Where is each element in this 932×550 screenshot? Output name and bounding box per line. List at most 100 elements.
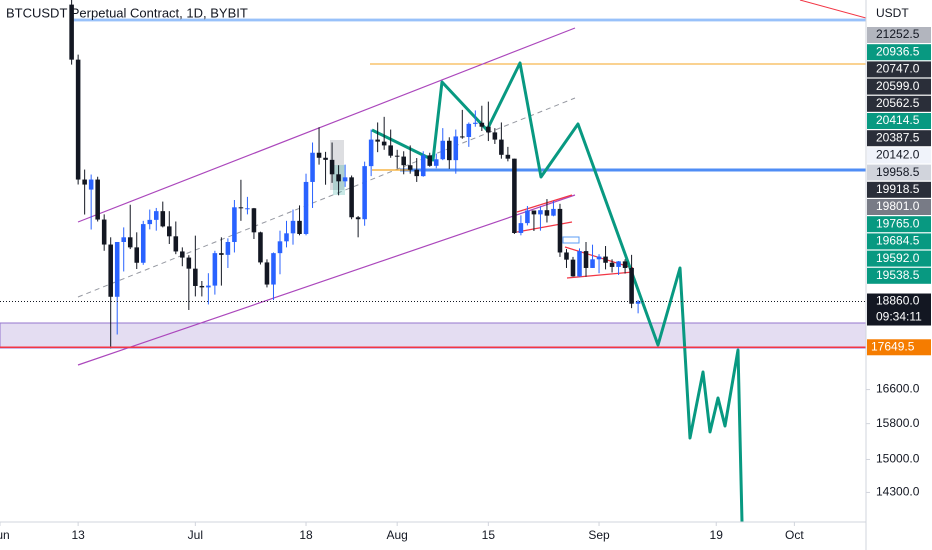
- candle-body: [290, 220, 296, 234]
- candle-body: [140, 224, 146, 263]
- candle-body: [531, 210, 537, 215]
- candle-body: [564, 252, 569, 260]
- drawing-label-bg: [867, 78, 931, 95]
- candle-body: [114, 241, 120, 297]
- x-tick-label: Oct: [785, 528, 804, 542]
- candle-body: [284, 233, 289, 242]
- candle-body: [635, 301, 641, 304]
- candle-body: [258, 232, 263, 263]
- candle-body: [479, 122, 485, 127]
- candle-body: [492, 132, 498, 140]
- candle-body: [101, 219, 107, 245]
- drawing-label: 21252.5: [876, 27, 920, 41]
- candle-body: [323, 157, 328, 160]
- projection-path: [371, 61, 744, 522]
- candle-body: [121, 237, 126, 242]
- candle-body: [329, 159, 335, 175]
- x-tick-label: Jul: [188, 528, 203, 542]
- drawing-label: 20142.0: [876, 148, 920, 162]
- candle-body: [238, 207, 244, 209]
- wedge-line: [566, 271, 634, 279]
- drawing-label-bg: [867, 267, 931, 284]
- y-tick-label: 16600.0: [876, 382, 920, 396]
- drawing-label-bg: [867, 216, 931, 233]
- drawing-label: 19684.5: [876, 234, 920, 248]
- candle-body: [199, 285, 205, 288]
- drawing-label-bg: [867, 181, 931, 198]
- candle-body: [147, 219, 153, 225]
- drawing-label-bg: [867, 130, 931, 147]
- overlay: 17649.5 18860.0 09:34:11 21252.5 20936.5 2074…: [0, 27, 931, 356]
- candle-body: [134, 247, 140, 263]
- candle-body: [570, 259, 576, 277]
- box: [562, 236, 580, 244]
- candle-body: [180, 251, 185, 258]
- x-tick-label: 18: [299, 528, 313, 542]
- candle-body: [316, 152, 322, 158]
- countdown-label: 09:34:11: [876, 310, 922, 324]
- x-tick-label: Aug: [387, 528, 408, 542]
- y-tick-label: 14300.0: [876, 485, 920, 499]
- candle-body: [88, 179, 94, 190]
- candle-body: [518, 223, 524, 233]
- support-label-bg: [867, 339, 931, 356]
- drawing-label-bg: [867, 27, 931, 43]
- candle-body: [245, 208, 250, 210]
- wedge-line: [516, 194, 573, 213]
- candle-body: [153, 211, 159, 220]
- drawing-label-bg: [867, 95, 931, 112]
- candle-body: [603, 256, 608, 263]
- candle-body: [629, 267, 634, 304]
- candle-body: [127, 237, 133, 248]
- candle-body: [544, 210, 550, 216]
- candle-body: [212, 253, 218, 286]
- candle-body: [427, 155, 433, 166]
- candle-body: [525, 210, 530, 224]
- drawing-label-bg: [867, 250, 931, 267]
- x-tick-label: Jun: [0, 528, 10, 542]
- candle-body: [251, 208, 257, 233]
- candle-body: [108, 244, 113, 297]
- drawing-label-bg: [867, 147, 931, 164]
- candle-body: [303, 181, 309, 234]
- candle-body: [69, 4, 74, 60]
- candle-body: [362, 166, 367, 220]
- drawing-label: 19801.0: [876, 199, 920, 213]
- drawing-label-bg: [867, 199, 931, 215]
- candles: [69, 0, 641, 349]
- candle-body: [193, 268, 198, 286]
- candle-body: [186, 257, 192, 269]
- candle-body: [622, 261, 628, 268]
- currency: USDT: [876, 6, 909, 20]
- candle-body: [82, 179, 87, 185]
- candle-body: [453, 136, 459, 161]
- drawing-label-bg: [867, 233, 931, 250]
- candle-body: [375, 139, 380, 142]
- y-tick-label: 15000.0: [876, 452, 920, 466]
- chart-title: BTCUSDT Perpetual Contract, 1D, BYBIT: [6, 5, 248, 20]
- candle-body: [232, 207, 237, 242]
- candle-body: [401, 156, 406, 166]
- candle-body: [551, 208, 556, 216]
- drawing-label: 20747.0: [876, 62, 920, 76]
- candle-body: [583, 251, 589, 268]
- candle-body: [466, 123, 472, 138]
- candle-body: [440, 140, 446, 160]
- drawing-label: 20599.0: [876, 79, 920, 93]
- drawing-label-bg: [867, 164, 931, 181]
- drawing-label: 20414.5: [876, 113, 920, 127]
- candle-body: [499, 139, 504, 155]
- candle-body: [355, 217, 361, 220]
- zone: [0, 322, 866, 349]
- candle-body: [460, 136, 465, 138]
- candle-body: [473, 122, 478, 124]
- candle-body: [206, 285, 211, 288]
- drawing-label: 20562.5: [876, 96, 920, 110]
- candle-body: [596, 256, 602, 260]
- candle-body: [414, 169, 420, 177]
- candle-body: [75, 59, 81, 180]
- candle-body: [297, 220, 302, 234]
- candle-body: [219, 253, 224, 255]
- drawing-label-bg: [867, 113, 931, 129]
